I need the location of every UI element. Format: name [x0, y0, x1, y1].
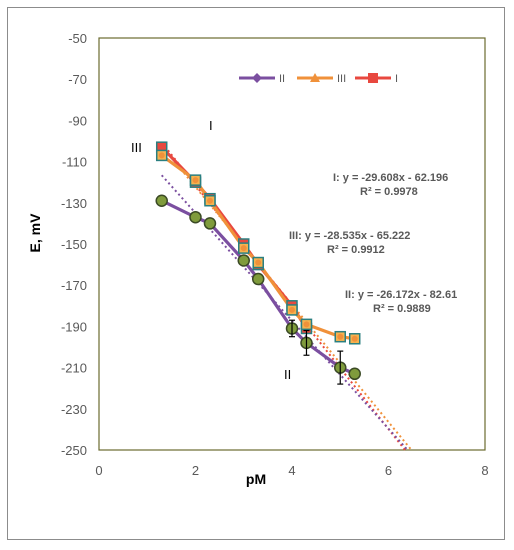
legend-marker-ii — [252, 73, 262, 83]
chart-frame — [7, 7, 505, 540]
marker-iii-dot — [206, 197, 213, 204]
marker-ii — [155, 194, 168, 207]
curve-label-iii: III — [131, 140, 142, 155]
legend-label-i: I — [395, 73, 398, 85]
marker-iii-dot — [337, 333, 344, 340]
r-squared-iii: R² = 0.9912 — [327, 244, 385, 256]
y-axis-title: E, mV — [27, 213, 43, 253]
r-squared-ii: R² = 0.9889 — [373, 303, 431, 315]
x-tick-label: 0 — [95, 463, 102, 478]
equation-ii: II: y = -26.172x - 82.61 — [345, 289, 457, 301]
marker-ii — [203, 217, 217, 230]
y-tick-label: -50 — [68, 31, 87, 46]
y-tick-label: -210 — [61, 361, 87, 376]
y-tick-label: -170 — [61, 278, 87, 293]
x-axis-title: pM — [246, 471, 266, 487]
legend-marker-i — [368, 73, 378, 83]
equation-iii: III: y = -28.535x - 65.222 — [289, 230, 410, 242]
x-tick-label: 8 — [481, 463, 488, 478]
marker-iii-dot — [303, 321, 310, 328]
x-tick-label: 2 — [192, 463, 199, 478]
y-tick-label: -70 — [68, 72, 87, 87]
r-squared-i: R² = 0.9978 — [360, 186, 418, 198]
x-tick-label: 6 — [385, 463, 392, 478]
marker-iii-dot — [255, 259, 262, 266]
marker-iii-dot — [158, 152, 165, 159]
equation-i: I: y = -29.608x - 62.196 — [333, 172, 448, 184]
curve-label-ii: II — [284, 367, 291, 382]
curve-label-i: I — [209, 118, 213, 133]
legend-label-ii: II — [279, 73, 285, 85]
marker-ii — [348, 367, 361, 381]
marker-ii — [189, 210, 202, 224]
y-tick-label: -230 — [61, 402, 87, 417]
y-tick-label: -190 — [61, 319, 87, 334]
y-tick-label: -130 — [61, 196, 87, 211]
plot-area-border — [98, 37, 486, 451]
marker-ii — [251, 272, 265, 286]
legend-marker-iii — [310, 73, 320, 82]
marker-iii-dot — [192, 177, 199, 184]
y-tick-label: -250 — [61, 443, 87, 458]
y-tick-label: -90 — [68, 113, 87, 128]
marker-ii — [237, 254, 250, 267]
y-tick-label: -150 — [61, 237, 87, 252]
x-tick-label: 4 — [288, 463, 295, 478]
y-tick-label: -110 — [62, 155, 87, 170]
marker-iii-dot — [351, 335, 358, 342]
legend-label-iii: III — [337, 73, 346, 85]
marker-iii-dot — [289, 306, 295, 313]
legend: II III I — [239, 73, 398, 85]
series-line-ii — [161, 199, 356, 376]
marker-iii-dot — [240, 245, 247, 252]
